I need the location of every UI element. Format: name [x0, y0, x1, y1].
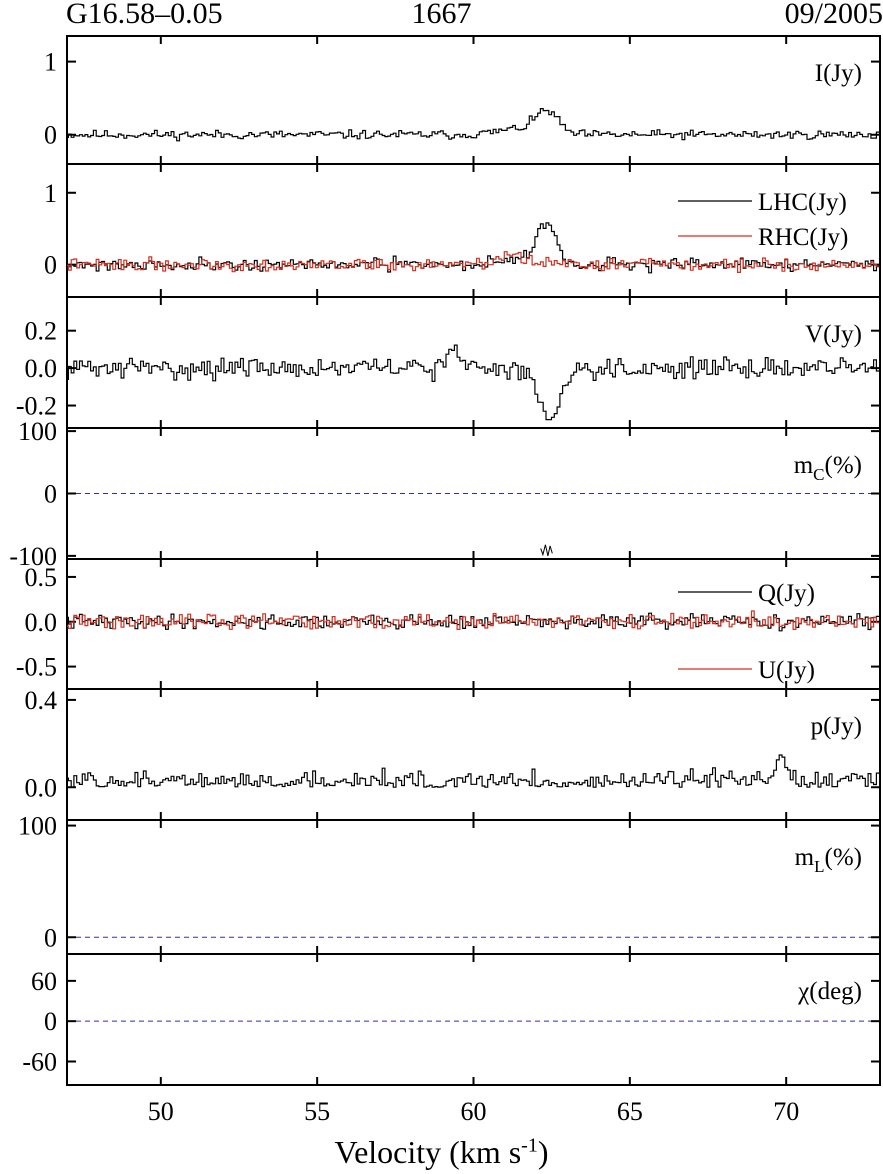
trace-I-0 [67, 108, 880, 142]
source-name: G16.58–0.05 [66, 0, 223, 30]
legend-label-I: I(Jy) [815, 60, 862, 87]
x-tick-label-3: 65 [617, 1097, 643, 1126]
y-tick-label-mc-2: -100 [9, 542, 57, 571]
y-tick-label-mL-1: 0 [44, 923, 57, 952]
y-tick-label-chi-0: 60 [31, 967, 57, 996]
legend-label-chi: χ(deg) [797, 978, 862, 1005]
y-tick-label-chi-2: -60 [22, 1047, 57, 1076]
legend-label-LHC-RHC-1: RHC(Jy) [758, 224, 848, 251]
y-tick-label-V-2: -0.2 [16, 392, 57, 421]
x-tick-label-4: 70 [773, 1097, 799, 1126]
panel-frame-mL [66, 819, 881, 955]
y-tick-label-mc-1: 0 [44, 480, 57, 509]
y-tick-label-QU-1: 0.0 [25, 608, 58, 637]
legend-label-QU-0: Q(Jy) [758, 580, 815, 607]
observation-date: 09/2005 [784, 0, 883, 30]
x-axis-label-text: Velocity (km s [334, 1134, 522, 1170]
panel-frame-p [66, 688, 881, 821]
x-axis-label-close: ) [537, 1134, 549, 1170]
y-tick-label-I-0: 1 [44, 48, 57, 77]
x-axis-label: Velocity (km s-1) [0, 1134, 883, 1171]
x-tick-label-2: 60 [461, 1097, 487, 1126]
legend-label-mc: mC(%) [794, 452, 862, 484]
panel-frame-I [66, 35, 881, 165]
legend-label-p: p(Jy) [811, 713, 862, 740]
x-tick-label-0: 50 [148, 1097, 174, 1126]
trace-LHC-RHC-1 [67, 251, 880, 273]
y-tick-label-V-0: 0.2 [25, 317, 58, 346]
frequency-label: 1667 [411, 0, 472, 30]
trace-V-0 [67, 344, 880, 421]
x-tick-label-1: 55 [304, 1097, 330, 1126]
trace-mc-0 [540, 544, 553, 557]
y-tick-label-I-1: 0 [44, 121, 57, 150]
trace-QU-1 [67, 610, 880, 630]
y-tick-label-LHC-RHC-1: 0 [44, 251, 57, 280]
y-tick-label-V-1: 0.0 [25, 354, 58, 383]
legend-label-LHC-RHC-0: LHC(Jy) [758, 189, 847, 216]
y-tick-label-p-1: 0.0 [25, 773, 58, 802]
trace-p-0 [67, 754, 880, 788]
x-axis-label-exponent: -1 [521, 1134, 538, 1157]
panel-frame-chi [66, 953, 881, 1086]
y-tick-label-LHC-RHC-0: 1 [44, 179, 57, 208]
legend-label-QU-1: U(Jy) [758, 657, 815, 684]
y-tick-label-QU-0: 0.5 [25, 563, 58, 592]
legend-label-V: V(Jy) [805, 321, 862, 348]
y-tick-label-p-0: 0.4 [25, 686, 58, 715]
y-tick-label-mc-0: 100 [18, 417, 57, 446]
y-tick-label-mL-0: 100 [18, 812, 57, 841]
y-tick-label-QU-2: -0.5 [16, 653, 57, 682]
legend-label-mL: mL(%) [795, 844, 862, 876]
y-tick-label-chi-1: 0 [44, 1007, 57, 1036]
